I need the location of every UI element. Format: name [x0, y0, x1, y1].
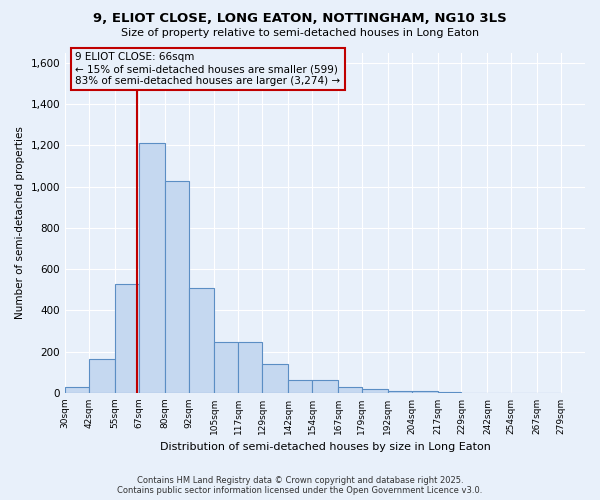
X-axis label: Distribution of semi-detached houses by size in Long Eaton: Distribution of semi-detached houses by … [160, 442, 490, 452]
Bar [362, 389, 388, 393]
Bar [262, 364, 288, 393]
Bar [214, 342, 238, 393]
Bar [89, 359, 115, 393]
Bar [65, 386, 89, 393]
Y-axis label: Number of semi-detached properties: Number of semi-detached properties [15, 126, 25, 319]
Text: Contains HM Land Registry data © Crown copyright and database right 2025.
Contai: Contains HM Land Registry data © Crown c… [118, 476, 482, 495]
Bar [188, 288, 214, 393]
Bar [312, 380, 338, 393]
Bar [412, 391, 437, 393]
Text: 9 ELIOT CLOSE: 66sqm
← 15% of semi-detached houses are smaller (599)
83% of semi: 9 ELIOT CLOSE: 66sqm ← 15% of semi-detac… [76, 52, 341, 86]
Text: 9, ELIOT CLOSE, LONG EATON, NOTTINGHAM, NG10 3LS: 9, ELIOT CLOSE, LONG EATON, NOTTINGHAM, … [93, 12, 507, 26]
Bar [288, 380, 312, 393]
Bar [388, 391, 412, 393]
Bar [115, 284, 139, 393]
Bar [139, 144, 164, 393]
Bar [238, 342, 262, 393]
Text: Size of property relative to semi-detached houses in Long Eaton: Size of property relative to semi-detach… [121, 28, 479, 38]
Bar [164, 182, 188, 393]
Bar [338, 386, 362, 393]
Bar [437, 392, 461, 393]
